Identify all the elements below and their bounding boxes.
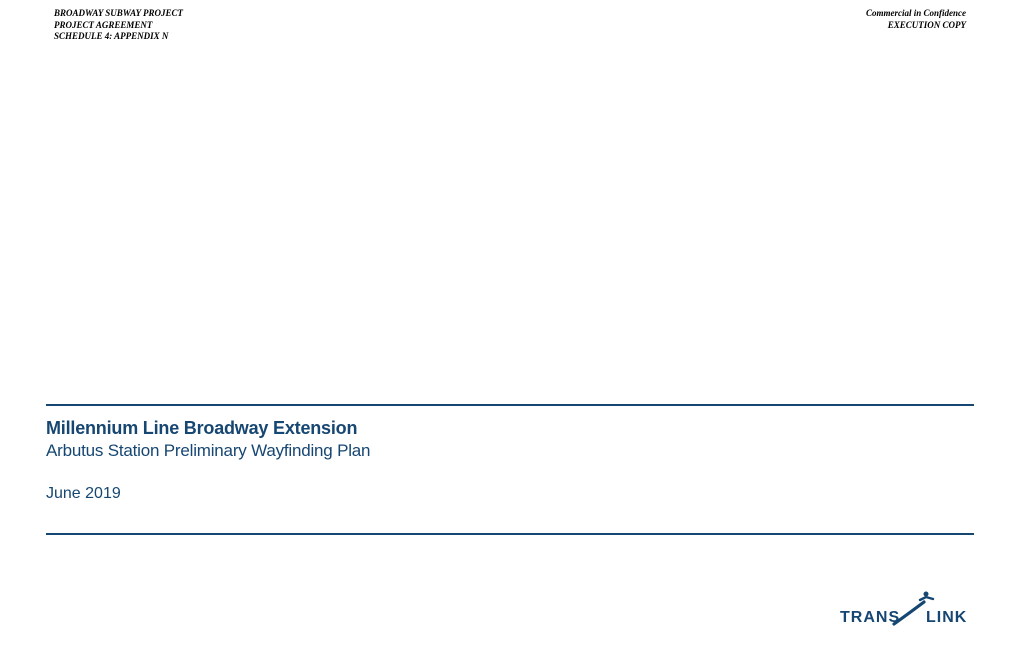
- title-block: Millennium Line Broadway Extension Arbut…: [46, 404, 974, 535]
- header-confidence: Commercial in Confidence: [866, 8, 966, 20]
- header-agreement: PROJECT AGREEMENT: [54, 20, 183, 32]
- header-schedule: SCHEDULE 4: APPENDIX N: [54, 31, 183, 43]
- title-date: June 2019: [46, 485, 974, 503]
- page-header: BROADWAY SUBWAY PROJECT PROJECT AGREEMEN…: [54, 8, 966, 43]
- title-subtitle: Arbutus Station Preliminary Wayfinding P…: [46, 441, 974, 461]
- translink-logo: TRANS LINK: [840, 588, 970, 630]
- logo-text-right: LINK: [926, 609, 967, 626]
- title-main: Millennium Line Broadway Extension: [46, 418, 974, 439]
- logo-text-left: TRANS: [840, 609, 900, 626]
- header-copy-type: EXECUTION COPY: [888, 20, 966, 32]
- header-project-name: BROADWAY SUBWAY PROJECT: [54, 8, 183, 20]
- header-left: BROADWAY SUBWAY PROJECT PROJECT AGREEMEN…: [54, 8, 183, 43]
- header-right: Commercial in Confidence EXECUTION COPY: [866, 8, 966, 43]
